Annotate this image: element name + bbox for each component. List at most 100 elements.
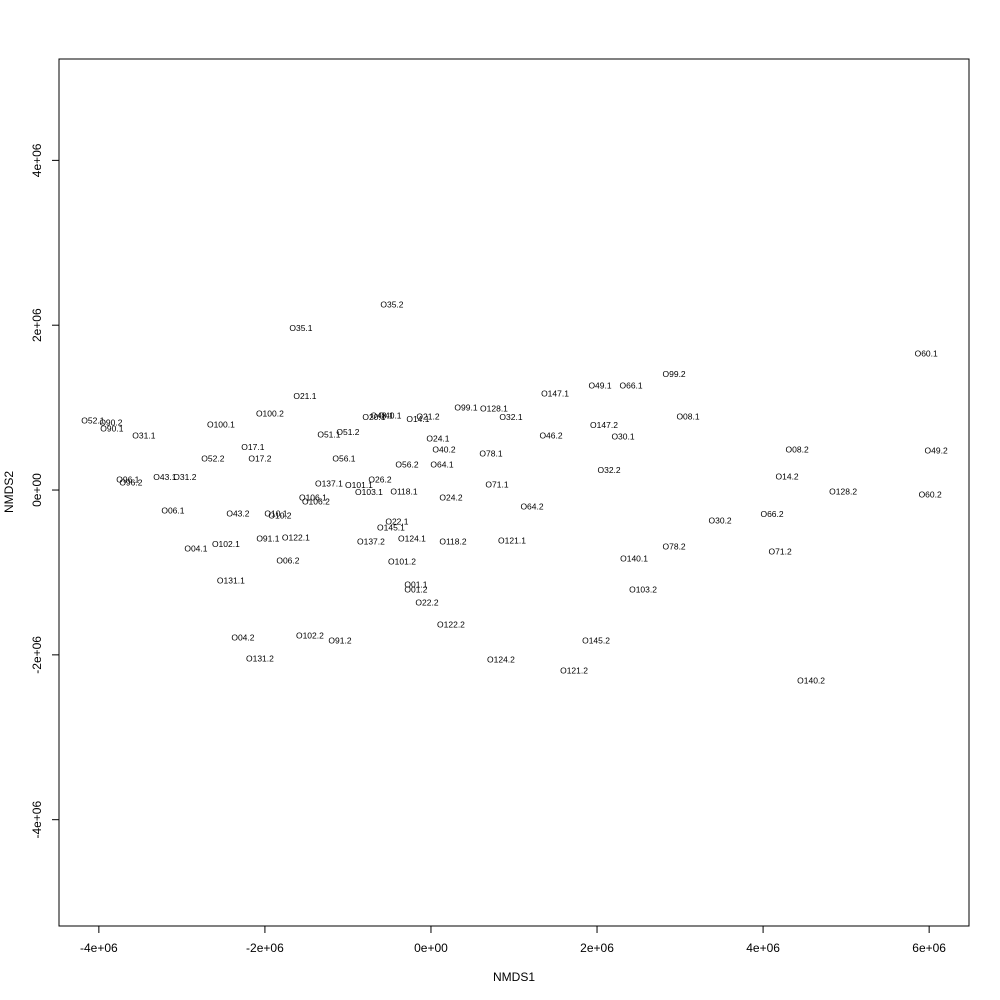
y-tick-label: 0e+00 [30,473,44,507]
point-label: O51.2 [336,427,359,437]
x-tick-label: -2e+06 [246,941,284,955]
point-label: O140.2 [797,675,825,685]
point-label: O60.2 [919,489,942,499]
point-label: O106.1 [299,492,327,502]
point-label: O01.1 [404,579,427,589]
point-label: O60.1 [915,348,938,358]
point-label: O99.1 [454,402,477,412]
point-label: O71.1 [485,479,508,489]
y-axis-title: NMDS2 [2,471,16,513]
point-label: O137.2 [357,536,385,546]
point-label: O100.1 [207,419,235,429]
point-label: O49.2 [925,445,948,455]
point-label: O131.1 [217,575,245,585]
point-label: O99.2 [663,369,686,379]
point-label: O147.2 [590,420,618,430]
point-label: O96.1 [116,474,139,484]
point-label: O66.2 [760,509,783,519]
point-label: O103.1 [355,487,383,497]
point-label: O128.1 [480,403,508,413]
point-label: O101.2 [388,556,416,566]
point-label: O31.2 [173,472,196,482]
point-label: O121.1 [498,535,526,545]
point-label: O122.2 [437,619,465,629]
point-label: O17.1 [241,442,264,452]
point-label: O43.1 [153,472,176,482]
point-label: O90.1 [100,423,123,433]
point-label: O137.1 [315,478,343,488]
y-tick-label: -4e+06 [30,801,44,839]
point-label: O66.1 [619,380,642,390]
point-label: O128.2 [829,486,857,496]
point-label: O06.2 [276,555,299,565]
point-label: O131.2 [246,653,274,663]
point-label: O102.2 [296,630,324,640]
point-label: O08.2 [786,444,809,454]
point-label: O91.2 [328,635,351,645]
point-label: O56.2 [395,459,418,469]
point-label: O145.2 [582,635,610,645]
point-label: O24.2 [439,492,462,502]
x-tick-label: 6e+06 [912,941,946,955]
point-label: O22.2 [415,597,438,607]
point-label: O46.2 [539,430,562,440]
point-label: O101.1 [345,480,373,490]
point-label: O140.1 [620,553,648,563]
point-label: O26.2 [368,474,391,484]
point-label: O51.1 [317,429,340,439]
point-label: O147.1 [541,388,569,398]
point-label: O64.2 [520,501,543,511]
x-tick-label: 0e+00 [414,941,448,955]
point-label: O102.1 [212,539,240,549]
point-label: O49.1 [588,380,611,390]
point-label: O52.2 [201,453,224,463]
point-label: O22.1 [385,516,408,526]
point-label: O48.1 [370,410,393,420]
point-label: O106.2 [302,496,330,506]
y-tick-label: 4e+06 [30,143,44,177]
x-axis-title: NMDS1 [493,970,535,984]
point-label: O124.2 [487,654,515,664]
point-label: O31.1 [132,430,155,440]
point-label: O121.2 [560,665,588,675]
point-label: O20.1 [362,412,385,422]
point-label: O100.2 [256,408,284,418]
point-label: O124.1 [398,533,426,543]
point-label: O43.2 [226,508,249,518]
point-label: O21.2 [416,411,439,421]
point-label: O71.2 [769,546,792,556]
point-label: O35.2 [380,299,403,309]
point-label: O14.2 [776,471,799,481]
point-label: O118.2 [439,536,467,546]
x-tick-label: 4e+06 [746,941,780,955]
point-label: O96.2 [119,477,142,487]
point-label: O30.2 [709,515,732,525]
point-label: O04.1 [184,543,207,553]
point-label: O118.1 [390,486,418,496]
point-label: O64.1 [430,459,453,469]
point-label: O04.2 [231,632,254,642]
point-label: O06.1 [161,505,184,515]
point-label: O32.2 [597,465,620,475]
point-label: O35.1 [289,323,312,333]
point-label: O40.1 [378,410,401,420]
y-tick-label: -2e+06 [30,636,44,674]
point-label: O56.1 [332,453,355,463]
point-label: O24.1 [426,433,449,443]
point-label: O14.1 [406,414,429,424]
point-label: O10.2 [268,510,291,520]
point-label: O40.2 [432,444,455,454]
point-label: O145.1 [377,522,405,532]
point-label: O10.1 [264,508,287,518]
point-label: O17.2 [248,453,271,463]
y-tick-label: 2e+06 [30,308,44,342]
point-label: O122.1 [282,532,310,542]
point-label: O52.1 [81,415,104,425]
point-label: O90.2 [99,417,122,427]
point-label: O78.1 [479,448,502,458]
point-label: O01.2 [404,584,427,594]
x-tick-label: -4e+06 [80,941,118,955]
x-tick-label: 2e+06 [580,941,614,955]
point-label: O08.1 [676,411,699,421]
